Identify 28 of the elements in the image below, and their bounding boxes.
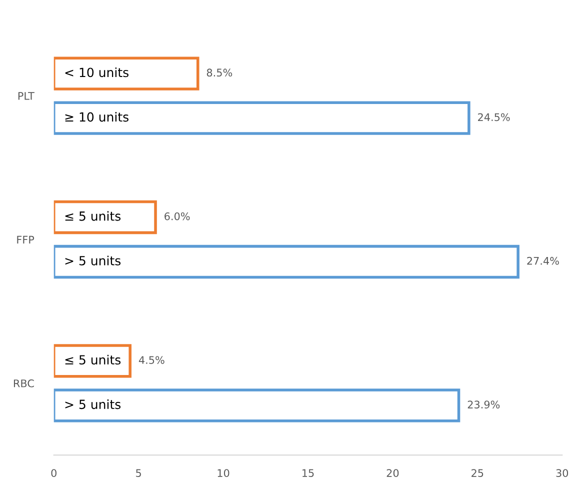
x-tick-label: 5 xyxy=(136,469,141,477)
x-tick-label: 15 xyxy=(302,469,314,477)
x-tick-label: 20 xyxy=(386,469,399,477)
bar xyxy=(54,56,200,90)
annotation: > 5 units xyxy=(65,256,121,266)
data-label: 6.0% xyxy=(164,212,190,220)
data-label: 23.9% xyxy=(468,400,500,408)
annotation: < 10 units xyxy=(65,67,128,78)
x-tick-label: 0 xyxy=(51,469,56,477)
data-label: 4.5% xyxy=(138,356,164,364)
y-tick-label: RBC xyxy=(14,379,34,388)
data-label: 27.4% xyxy=(527,256,559,265)
y-tick-label: PLT xyxy=(18,92,34,100)
data-label: 24.5% xyxy=(478,113,510,122)
bar xyxy=(54,244,520,279)
bar xyxy=(54,388,460,422)
bar xyxy=(54,101,470,135)
x-tick-label: 25 xyxy=(472,469,484,477)
bar xyxy=(54,200,157,234)
x-tick-label: 30 xyxy=(556,469,568,477)
annotation: ≥ 10 units xyxy=(65,112,128,122)
y-tick-label: FFP xyxy=(17,236,34,244)
annotation: ≤ 5 units xyxy=(65,211,121,221)
annotation: ≤ 5 units xyxy=(65,354,121,365)
data-label: 8.5% xyxy=(206,68,232,77)
annotation: > 5 units xyxy=(65,399,121,410)
x-tick-label: 10 xyxy=(218,469,230,477)
bar xyxy=(54,344,132,378)
